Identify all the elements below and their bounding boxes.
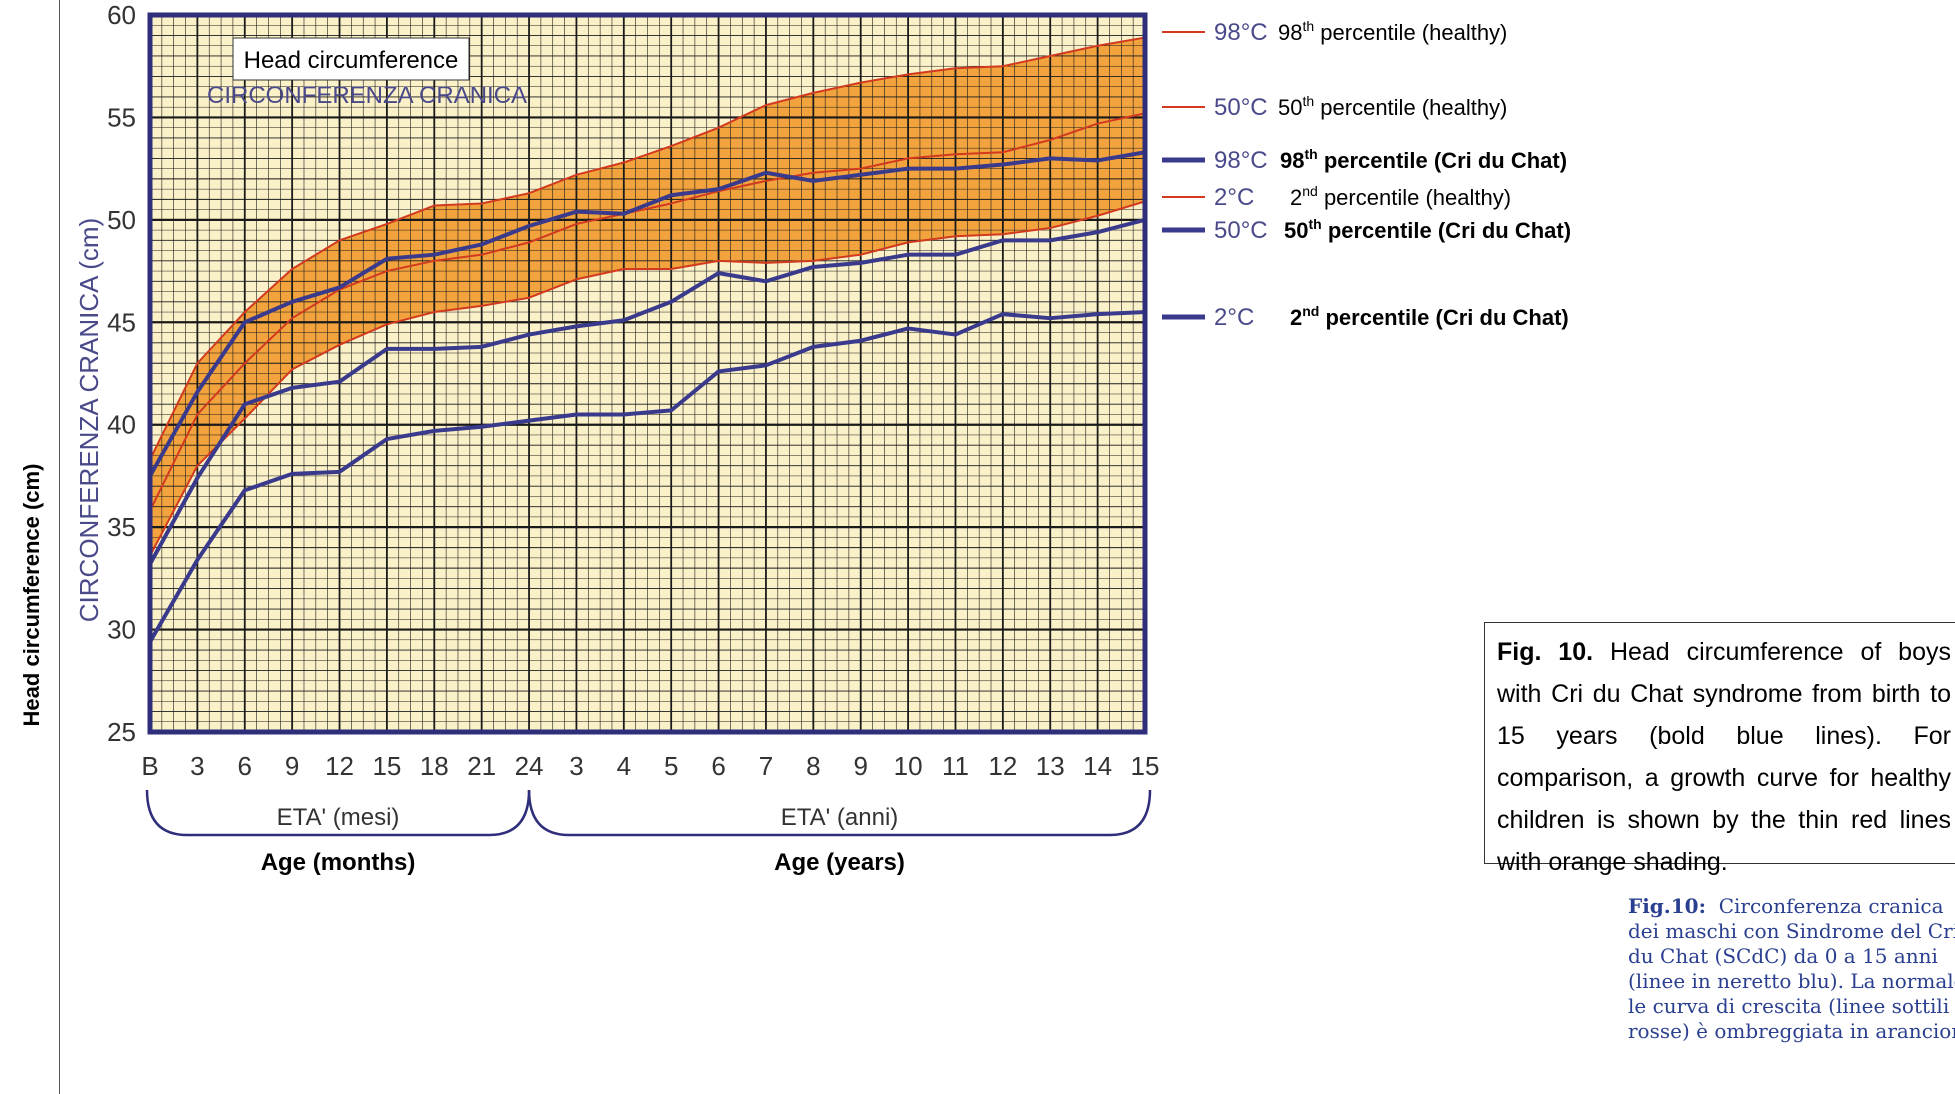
legend-entry: 2nd percentile (healthy) (1290, 183, 1511, 210)
x-tick-label: 10 (894, 751, 923, 781)
series-line-2C-cri-du-chat (148, 310, 1146, 643)
x-tick-label: 13 (1036, 751, 1065, 781)
y-tick-label: 35 (107, 512, 136, 542)
y-tick-label: 45 (107, 307, 136, 337)
caption-italian-line: dei maschi con Sindrome del Cri (1628, 919, 1955, 943)
series-line-2C-healthy (149, 200, 1146, 557)
bracket-months (145, 789, 531, 837)
caption-italian-prefix: Fig.10: (1628, 894, 1706, 918)
y-axis-inner-label: CIRCONFERENZA CRANICA (cm) (74, 218, 104, 622)
legend-code: 2°C (1214, 304, 1254, 331)
inset-title-english: Head circumference (244, 47, 459, 74)
series-line-50C-healthy (149, 112, 1146, 512)
caption-italian-line: le curva di crescita (linee sottili (1628, 994, 1950, 1018)
x-tick-label: 5 (664, 751, 678, 781)
left-divider (59, 0, 60, 1094)
x-tick-label: 12 (988, 751, 1017, 781)
legend-code: 50°C (1214, 94, 1268, 121)
caption-english-body: Head circumference of boys with Cri du C… (1497, 638, 1951, 876)
x-tick-label: 4 (617, 751, 631, 781)
x-tick-label: B (141, 751, 158, 781)
bracket-label-months-en: Age (months) (261, 849, 416, 876)
inset-title-italian: CIRCONFERENZA CRANICA (207, 82, 527, 109)
legend-entry: 50th percentile (Cri du Chat) (1284, 216, 1571, 243)
legend-code: 98°C (1214, 19, 1268, 46)
x-tick-label: 11 (942, 751, 969, 781)
x-tick-label: 8 (806, 751, 820, 781)
x-tick-label: 15 (1131, 751, 1160, 781)
caption-italian-line: Fig.10: Circonferenza cranica (1628, 894, 1955, 919)
legend-code: 50°C (1214, 217, 1268, 244)
y-tick-label: 60 (107, 0, 136, 30)
caption-italian-line: du Chat (SCdC) da 0 a 15 anni (1628, 944, 1938, 968)
x-tick-label: 12 (325, 751, 354, 781)
legend-entry: 98th percentile (healthy) (1278, 18, 1507, 45)
x-tick-label: 9 (285, 751, 299, 781)
x-tick-label: 3 (569, 751, 583, 781)
legend-entry: 50th percentile (healthy) (1278, 93, 1507, 120)
x-tick-label: 15 (372, 751, 401, 781)
x-tick-label: 18 (420, 751, 449, 781)
y-tick-label: 40 (107, 410, 136, 440)
caption-italian-line: rosse) è ombreggiata in arancione. (1628, 1019, 1955, 1043)
series-line-98C-healthy (149, 36, 1146, 460)
legend-entry: 2nd percentile (Cri du Chat) (1290, 303, 1569, 330)
x-tick-label: 9 (853, 751, 867, 781)
caption-italian-text: Circonferenza cranica (1718, 894, 1944, 918)
y-tick-label: 25 (107, 717, 136, 747)
y-tick-label: 50 (107, 205, 136, 235)
series-line-50C-cri-du-chat (148, 217, 1146, 565)
caption-italian-line: (linee in neretto blu). La normale (1628, 969, 1955, 993)
y-tick-label: 30 (107, 615, 136, 645)
x-tick-label: 3 (190, 751, 204, 781)
caption-english: Fig. 10. Head circumference of boys with… (1484, 622, 1955, 876)
caption-italian: Fig.10: Circonferenza cranica dei maschi… (1628, 894, 1955, 1044)
x-tick-label: 21 (467, 751, 496, 781)
plot-frame (147, 12, 1148, 735)
x-tick-label: 7 (759, 751, 773, 781)
x-tick-label: 6 (238, 751, 252, 781)
bracket-label-years-it: ETA' (anni) (781, 804, 899, 831)
inset-title-box (232, 37, 470, 81)
y-tick-label: 55 (107, 102, 136, 132)
legend-code: 98°C (1214, 147, 1268, 174)
caption-english-prefix: Fig. 10. (1497, 638, 1594, 666)
x-tick-label: 24 (515, 751, 544, 781)
bracket-label-months-it: ETA' (mesi) (277, 804, 400, 831)
bracket-label-years-en: Age (years) (774, 849, 905, 876)
legend-entry: 98th percentile (Cri du Chat) (1280, 146, 1567, 173)
legend-code: 2°C (1214, 184, 1254, 211)
series-line-98C-cri-du-chat (148, 150, 1146, 477)
x-tick-label: 14 (1083, 751, 1112, 781)
x-tick-label: 6 (711, 751, 725, 781)
bracket-years (527, 789, 1152, 837)
